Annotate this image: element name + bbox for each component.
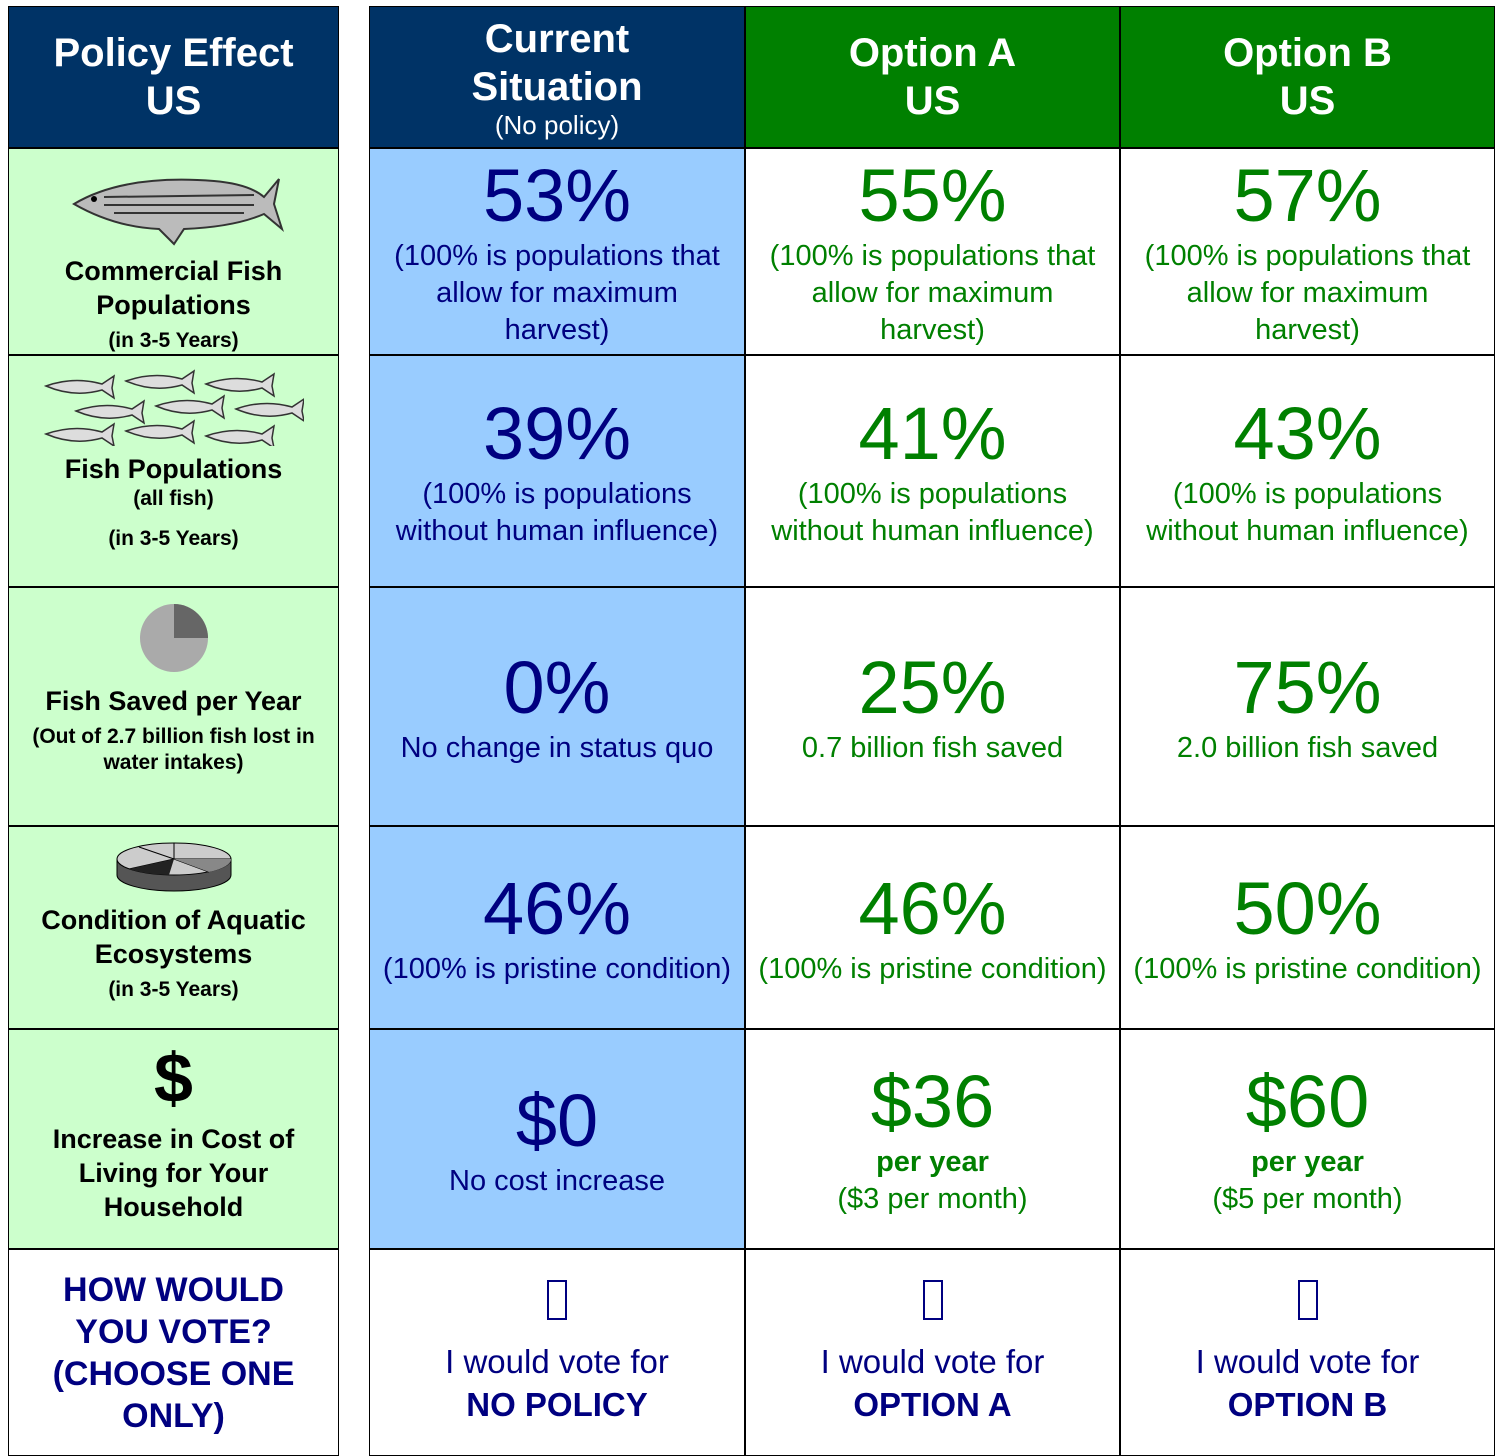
- column-header: Option A US: [745, 6, 1120, 148]
- header-cell: Policy Effect US: [8, 6, 339, 148]
- value-note: (100% is pristine condition): [758, 953, 1107, 985]
- value-note: (100% is pristine condition): [1133, 953, 1482, 985]
- value: 75%: [1233, 646, 1382, 729]
- value-unit: per year: [876, 1146, 989, 1178]
- value-note: (100% is populations that allow for maxi…: [769, 240, 1096, 346]
- value-unit: per year: [1251, 1146, 1364, 1178]
- value-cell: 0% No change in status quo: [369, 587, 745, 826]
- value: 55%: [858, 154, 1007, 237]
- fish-icon: [71, 178, 284, 246]
- vote-checkbox[interactable]: [1297, 1279, 1318, 1320]
- ecosystem-pie-icon: [116, 842, 231, 892]
- row-sublabel: (in 3-5 Years): [108, 978, 239, 1001]
- value-cell: 25% 0.7 billion fish saved: [745, 587, 1120, 826]
- vote-choice: NO POLICY: [466, 1385, 648, 1423]
- pie-icon: [139, 604, 208, 672]
- row-label-cell: Fish Saved per Year (Out of 2.7 billion f…: [8, 587, 339, 826]
- vote-question: HOW WOULD YOU VOTE? (CHOOSE ONE ONLY): [8, 1249, 339, 1456]
- cost-symbol: $: [154, 1039, 193, 1117]
- value-note: (100% is populations that allow for maxi…: [1144, 240, 1471, 346]
- value-note: (100% is populations without human influ…: [771, 478, 1094, 547]
- value-cell: 43% (100% is populations without human in…: [1120, 355, 1495, 587]
- row-label: Commercial Fish Populations: [64, 256, 283, 320]
- value: 41%: [858, 392, 1007, 475]
- value-cell: 39% (100% is populations without human in…: [369, 355, 745, 587]
- value-cell: $36 per year ($3 per month): [745, 1029, 1120, 1249]
- value-cell: $60 per year ($5 per month): [1120, 1029, 1495, 1249]
- column-title: Option A: [848, 31, 1017, 75]
- vote-choice: OPTION B: [1227, 1385, 1388, 1423]
- column-subtitle: US: [1279, 79, 1336, 123]
- value-note: (100% is pristine condition): [382, 953, 732, 985]
- header-title: Policy Effect: [53, 31, 294, 75]
- value-note: No change in status quo: [400, 732, 714, 764]
- vote-cell: I would vote for OPTION A: [745, 1249, 1120, 1456]
- value-cell: 75% 2.0 billion fish saved: [1120, 587, 1495, 826]
- column-header: Current Situation (No policy): [369, 6, 745, 148]
- row-label-cell: Fish Populations (all fish) (in 3-5 Years): [8, 355, 339, 587]
- column-title: Current Situation: [471, 17, 643, 109]
- value-note: (100% is populations without human influ…: [395, 478, 719, 547]
- row-label: Fish Populations: [64, 454, 283, 484]
- row-label: Fish Saved per Year: [45, 686, 302, 716]
- row-label: Condition of Aquatic Ecosystems: [41, 905, 306, 969]
- value-note: 0.7 billion fish saved: [801, 732, 1064, 764]
- value-cell: $0 No cost increase: [369, 1029, 745, 1249]
- row-sublabel: (in 3-5 Years): [108, 329, 239, 352]
- row-sublabel: (all fish): [133, 487, 214, 510]
- column-header: Option B US: [1120, 6, 1495, 148]
- vote-text: I would vote for: [1195, 1342, 1420, 1380]
- row-label: Increase in Cost of Living for Your Hous…: [52, 1124, 295, 1222]
- row-sublabel: (Out of 2.7 billion fish lost in water i…: [32, 725, 315, 774]
- value-note: No cost increase: [449, 1164, 665, 1197]
- column-title: Option B: [1223, 31, 1392, 75]
- value: $36: [870, 1060, 995, 1143]
- row-label-cell: $ Increase in Cost of Living for Your Hou…: [8, 1029, 339, 1249]
- vote-text: I would vote for: [820, 1342, 1045, 1380]
- value-cell: 53% (100% is populations that allow for m…: [369, 148, 745, 355]
- value-cell: 41% (100% is populations without human in…: [745, 355, 1120, 587]
- value-note: ($3 per month): [837, 1183, 1028, 1215]
- value-cell: 46% (100% is pristine condition): [745, 826, 1120, 1029]
- value-cell: 57% (100% is populations that allow for m…: [1120, 148, 1495, 355]
- value: $0: [515, 1078, 599, 1162]
- fish-school-icon: [43, 369, 304, 446]
- vote-cell: I would vote for OPTION B: [1120, 1249, 1495, 1456]
- value: 46%: [858, 867, 1007, 950]
- value: 57%: [1233, 154, 1382, 237]
- vote-cell: I would vote for NO POLICY: [369, 1249, 745, 1456]
- value: 39%: [482, 392, 632, 475]
- value-cell: 50% (100% is pristine condition): [1120, 826, 1495, 1029]
- value-note: (100% is populations without human influ…: [1146, 478, 1469, 547]
- value-cell: 55% (100% is populations that allow for m…: [745, 148, 1120, 355]
- value-cell: 46% (100% is pristine condition): [369, 826, 745, 1029]
- value-note: ($5 per month): [1212, 1183, 1403, 1215]
- column-subtitle: (No policy): [494, 110, 620, 140]
- vote-checkbox[interactable]: [547, 1279, 567, 1320]
- value-note: (100% is populations that allow for maxi…: [394, 240, 720, 346]
- value: 43%: [1233, 392, 1382, 475]
- value: $60: [1245, 1060, 1370, 1143]
- row-label-cell: Condition of Aquatic Ecosystems (in 3-5 Y…: [8, 826, 339, 1029]
- value: 53%: [482, 154, 632, 237]
- value: 0%: [503, 646, 611, 729]
- column-subtitle: US: [904, 79, 961, 123]
- value-note: 2.0 billion fish saved: [1176, 732, 1439, 764]
- row-sublabel: (in 3-5 Years): [108, 527, 239, 550]
- vote-choice: OPTION A: [853, 1385, 1012, 1423]
- value: 46%: [482, 867, 632, 950]
- row-label-cell: Commercial Fish Populations (in 3-5 Years…: [8, 148, 339, 355]
- header-region: US: [145, 79, 202, 123]
- vote-checkbox[interactable]: [922, 1279, 943, 1320]
- value: 25%: [858, 646, 1007, 729]
- vote-text: I would vote for: [445, 1342, 669, 1380]
- value: 50%: [1233, 867, 1382, 950]
